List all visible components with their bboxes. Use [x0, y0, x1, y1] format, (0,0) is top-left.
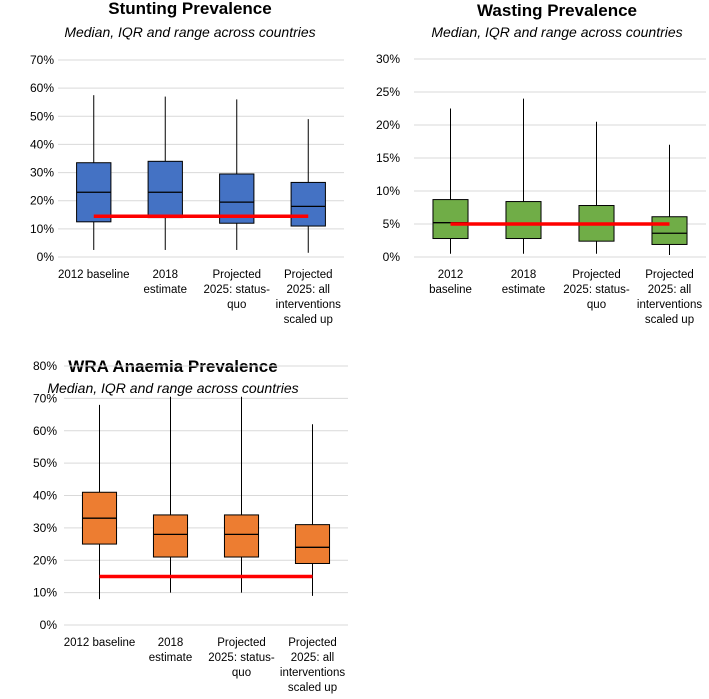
chart-subtitle: Median, IQR and range across countries: [431, 24, 682, 40]
box-plot: [651, 144, 688, 256]
x-category-label: Projected 2025: all interventions scaled up: [637, 269, 702, 326]
box-plot: [505, 98, 542, 254]
y-tick-label: 15%: [376, 151, 400, 165]
y-tick-label: 80%: [33, 359, 57, 373]
x-category-label: Projected 2025: status-quo: [204, 269, 271, 311]
x-category-label: 2012 baseline: [64, 637, 136, 649]
boxes: [81, 396, 331, 600]
y-tick-label: 40%: [33, 489, 57, 503]
iqr-box: [223, 514, 260, 558]
box-plot: [76, 95, 112, 250]
x-category-label: 2018 estimate: [149, 637, 192, 664]
iqr-box: [294, 524, 331, 564]
y-tick-label: 30%: [30, 166, 54, 180]
boxes: [76, 95, 326, 253]
box-plot: [223, 396, 260, 593]
x-category-label: Projected 2025: status-quo: [208, 637, 275, 679]
y-tick-label: 20%: [33, 553, 57, 567]
stunting-panel: Stunting Prevalence Median, IQR and rang…: [30, 0, 344, 326]
y-axis-ticks: 0% 10% 20% 30% 40% 50% 60% 70%: [30, 53, 54, 264]
y-tick-label: 30%: [33, 521, 57, 535]
y-tick-label: 60%: [33, 424, 57, 438]
x-category-label: 2012 baseline: [429, 269, 472, 296]
y-tick-label: 70%: [33, 391, 57, 405]
x-axis-categories: 2012 baseline 2018 estimate Projected 2025: …: [64, 637, 346, 694]
x-category-label: Projected 2025: all interventions scaled up: [276, 269, 341, 326]
box-plot: [294, 424, 331, 596]
y-tick-label: 30%: [376, 52, 400, 66]
box-plot: [152, 396, 189, 593]
y-tick-label: 10%: [33, 586, 57, 600]
boxes: [432, 98, 688, 256]
y-tick-label: 10%: [376, 184, 400, 198]
iqr-box: [505, 201, 542, 240]
x-axis-categories: 2012 baseline 2018 estimate Projected 2025: s…: [429, 269, 702, 326]
y-tick-label: 20%: [30, 194, 54, 208]
box-plot: [219, 99, 255, 250]
chart-title: Wasting Prevalence: [477, 1, 637, 20]
x-category-label: Projected 2025: status-quo: [563, 269, 630, 311]
y-tick-label: 5%: [383, 217, 401, 231]
gridlines: [58, 59, 344, 258]
iqr-box: [651, 216, 688, 245]
box-plot: [290, 119, 326, 253]
y-axis-ticks: 0% 5% 10% 15% 20% 25% 30%: [376, 52, 400, 264]
y-axis-ticks: 0% 10% 20% 30% 40% 50% 60% 70% 80%: [33, 359, 57, 632]
anaemia-panel: WRA Anaemia Prevalence Median, IQR and r…: [33, 357, 348, 694]
y-tick-label: 40%: [30, 137, 54, 151]
x-category-label: 2012 baseline: [58, 269, 130, 281]
iqr-box: [147, 160, 183, 219]
y-tick-label: 0%: [37, 250, 55, 264]
x-category-label: Projected 2025: all interventions scaled up: [280, 637, 345, 694]
y-tick-label: 20%: [376, 118, 400, 132]
box-plot: [432, 108, 469, 254]
x-axis-categories: 2012 baseline 2018 estimate Projected 2025: …: [58, 269, 341, 326]
y-tick-label: 25%: [376, 85, 400, 99]
chart-subtitle: Median, IQR and range across countries: [64, 24, 315, 40]
wasting-panel: Wasting Prevalence Median, IQR and range…: [376, 1, 706, 326]
x-category-label: 2018 estimate: [502, 269, 545, 296]
iqr-box: [152, 514, 189, 558]
y-tick-label: 70%: [30, 53, 54, 67]
y-tick-label: 50%: [33, 456, 57, 470]
box-plot: [147, 96, 183, 250]
y-tick-label: 0%: [383, 250, 401, 264]
box-plot: [578, 121, 615, 254]
chart-subtitle: Median, IQR and range across countries: [47, 380, 298, 396]
y-tick-label: 0%: [40, 618, 58, 632]
x-category-label: 2018 estimate: [144, 269, 187, 296]
iqr-box: [432, 199, 469, 240]
y-tick-label: 50%: [30, 109, 54, 123]
y-tick-label: 60%: [30, 81, 54, 95]
iqr-box: [290, 181, 326, 227]
box-plot: [81, 404, 118, 600]
chart-title: Stunting Prevalence: [108, 0, 271, 18]
y-tick-label: 10%: [30, 222, 54, 236]
